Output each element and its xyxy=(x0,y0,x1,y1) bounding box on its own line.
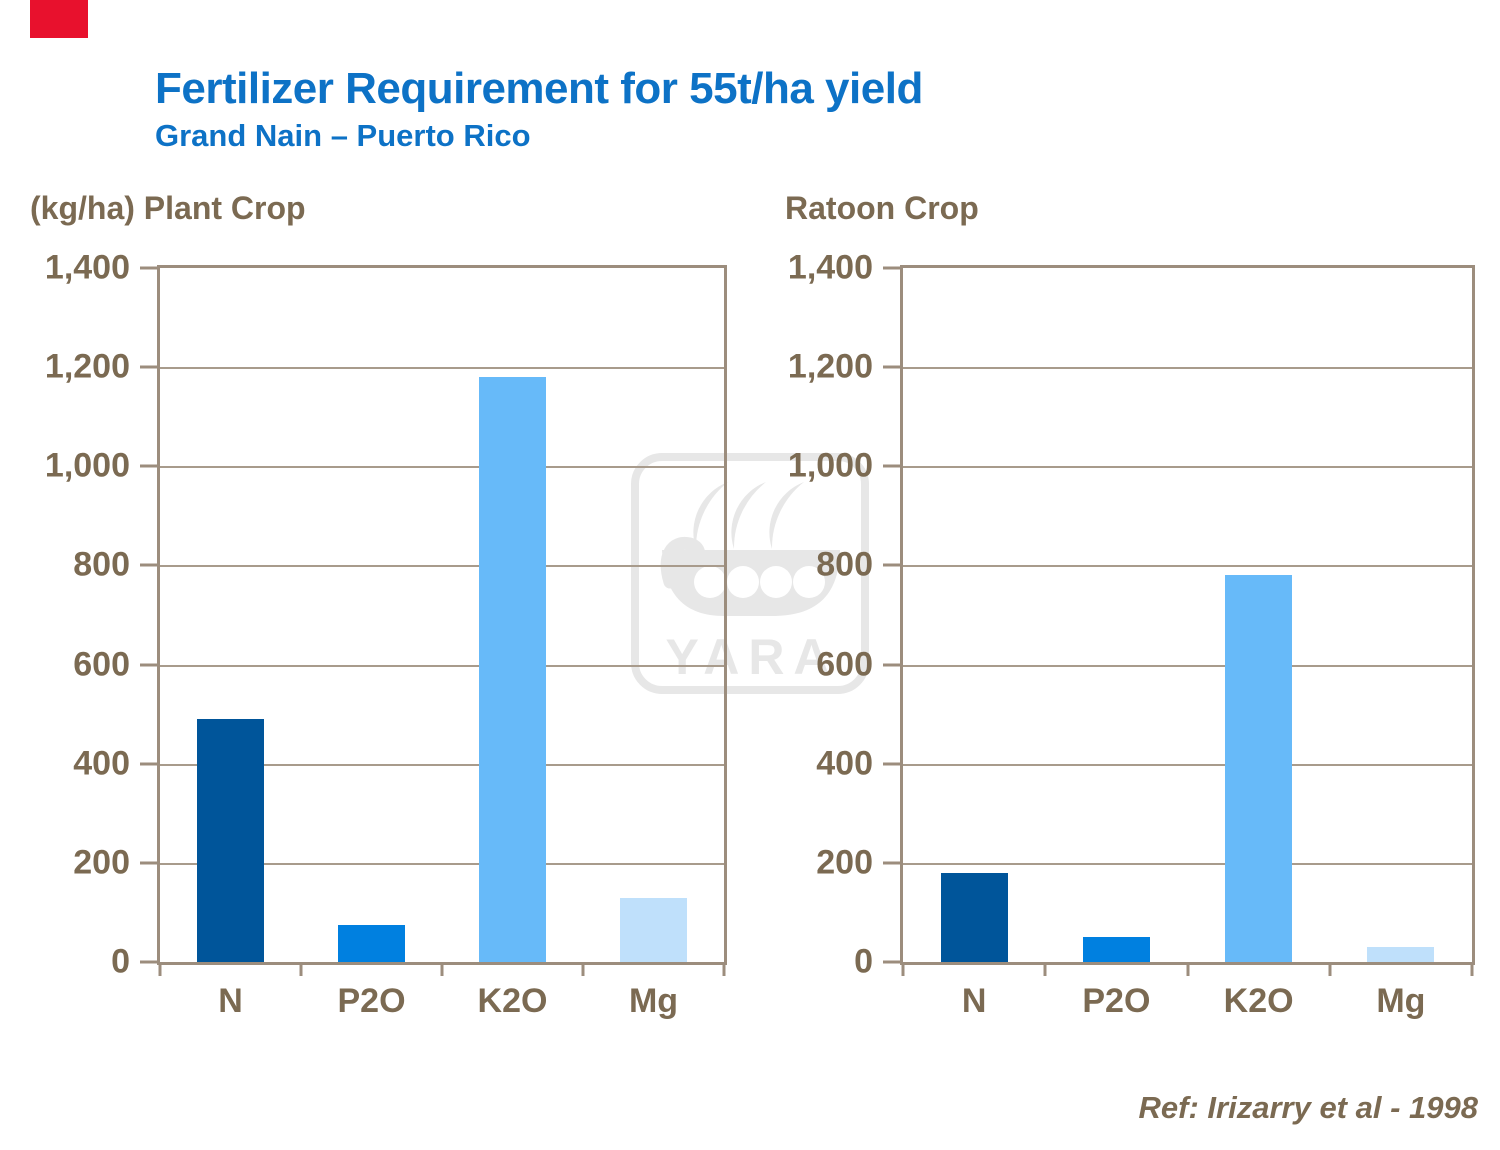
bar-mg xyxy=(1367,947,1435,962)
y-axis-tick-200 xyxy=(883,861,900,865)
y-axis-tick-label-1,200: 1,200 xyxy=(787,347,873,386)
yara-watermark: YARA xyxy=(630,452,870,695)
viking-ship-prow xyxy=(660,536,706,589)
x-axis-tick-4 xyxy=(722,962,726,976)
y-axis-tick-label-0: 0 xyxy=(854,942,873,981)
reference-text: Ref: Irizarry et al - 1998 xyxy=(1138,1090,1478,1125)
y-axis-tick-1,000 xyxy=(140,464,157,468)
x-axis-tick-1 xyxy=(1043,962,1047,976)
bar-n xyxy=(940,872,1008,962)
x-axis-tick-1 xyxy=(299,962,303,976)
y-axis-tick-800 xyxy=(883,563,900,567)
y-axis-tick-label-0: 0 xyxy=(111,942,130,981)
y-axis-tick-600 xyxy=(883,663,900,667)
y-axis-tick-1,400 xyxy=(140,266,157,270)
gridline-400 xyxy=(903,763,1472,766)
bar-k2o xyxy=(1225,575,1293,962)
gridline-800 xyxy=(903,565,1472,568)
x-axis-tick-2 xyxy=(440,962,444,976)
plant-crop-chart: 0 200 400 600 800 1,000 1,200 1,400 N P2O K2O Mg xyxy=(45,249,727,1020)
x-axis-label-p2o: P2O xyxy=(1082,982,1151,1020)
y-axis-tick-label-600: 600 xyxy=(816,645,873,684)
y-axis-tick-label-400: 400 xyxy=(73,744,130,783)
y-axis-tick-0 xyxy=(883,960,900,964)
y-axis-tick-label-400: 400 xyxy=(816,744,873,783)
y-axis-tick-1,200 xyxy=(883,365,900,369)
brand-red-rectangle xyxy=(30,0,88,38)
x-axis-label-k2o: K2O xyxy=(1223,982,1294,1020)
x-axis-tick-3 xyxy=(581,962,585,976)
yara-viking-ship-logo: YARA xyxy=(631,453,869,694)
x-axis-tick-0 xyxy=(901,962,905,976)
gridline-600 xyxy=(903,664,1472,667)
plant-crop-chart-title: (kg/ha) Plant Crop xyxy=(30,190,306,226)
bar-n xyxy=(197,719,264,962)
y-axis-tick-200 xyxy=(140,861,157,865)
x-axis-tick-3 xyxy=(1328,962,1332,976)
gridline-400 xyxy=(160,763,724,766)
ratoon-crop-chart-title: Ratoon Crop xyxy=(785,190,979,226)
y-axis-tick-label-1,200: 1,200 xyxy=(44,347,130,386)
gridline-1200 xyxy=(160,367,724,370)
y-axis-tick-label-1,400: 1,400 xyxy=(787,248,873,287)
viking-ship-shields xyxy=(694,566,825,598)
x-axis-label-n: N xyxy=(961,982,987,1020)
x-axis-tick-0 xyxy=(158,962,162,976)
y-axis-tick-1,000 xyxy=(883,464,900,468)
x-axis-label-n: N xyxy=(218,982,243,1020)
ratoon-crop-chart: 0 200 400 600 800 1,000 1,200 1,400 N P2O K2O Mg xyxy=(788,249,1475,1020)
y-axis-tick-0 xyxy=(140,960,157,964)
x-axis-tick-2 xyxy=(1186,962,1189,976)
gridline-800 xyxy=(160,565,724,568)
gridline-200 xyxy=(903,862,1472,865)
x-axis-label-p2o: P2O xyxy=(337,982,406,1020)
x-axis-label-mg: Mg xyxy=(628,982,679,1020)
y-axis-tick-1,200 xyxy=(140,365,157,369)
gridline-1000 xyxy=(903,466,1472,469)
y-axis-tick-400 xyxy=(140,762,157,766)
y-axis-tick-label-1,000: 1,000 xyxy=(787,446,873,485)
page-subtitle: Grand Nain – Puerto Rico xyxy=(155,118,531,153)
gridline-200 xyxy=(160,862,724,865)
watermark-wordmark: YARA xyxy=(665,629,838,685)
bar-p2o xyxy=(1082,937,1150,962)
y-axis-tick-label-1,400: 1,400 xyxy=(44,248,130,287)
bar-k2o xyxy=(479,377,546,962)
gridline-1200 xyxy=(903,367,1472,370)
y-axis-tick-1,400 xyxy=(883,266,900,270)
y-axis-tick-label-200: 200 xyxy=(816,843,873,882)
y-axis-tick-600 xyxy=(140,663,157,667)
y-axis-tick-label-200: 200 xyxy=(73,843,130,882)
x-axis-label-k2o: K2O xyxy=(477,982,548,1020)
y-axis-tick-label-1,000: 1,000 xyxy=(44,446,130,485)
y-axis-tick-800 xyxy=(140,563,157,567)
y-axis-tick-label-800: 800 xyxy=(816,545,873,584)
page-title: Fertilizer Requirement for 55t/ha yield xyxy=(155,64,923,113)
viking-ship-sails xyxy=(693,482,804,549)
bar-mg xyxy=(620,897,687,962)
watermark-border xyxy=(631,453,869,694)
gridline-1000 xyxy=(160,466,724,469)
x-axis-tick-4 xyxy=(1470,962,1474,976)
y-axis-tick-label-800: 800 xyxy=(73,545,130,584)
gridline-600 xyxy=(160,664,724,667)
x-axis-label-mg: Mg xyxy=(1376,982,1426,1020)
bar-p2o xyxy=(338,924,405,962)
y-axis-tick-400 xyxy=(883,762,900,766)
y-axis-tick-label-600: 600 xyxy=(73,645,130,684)
